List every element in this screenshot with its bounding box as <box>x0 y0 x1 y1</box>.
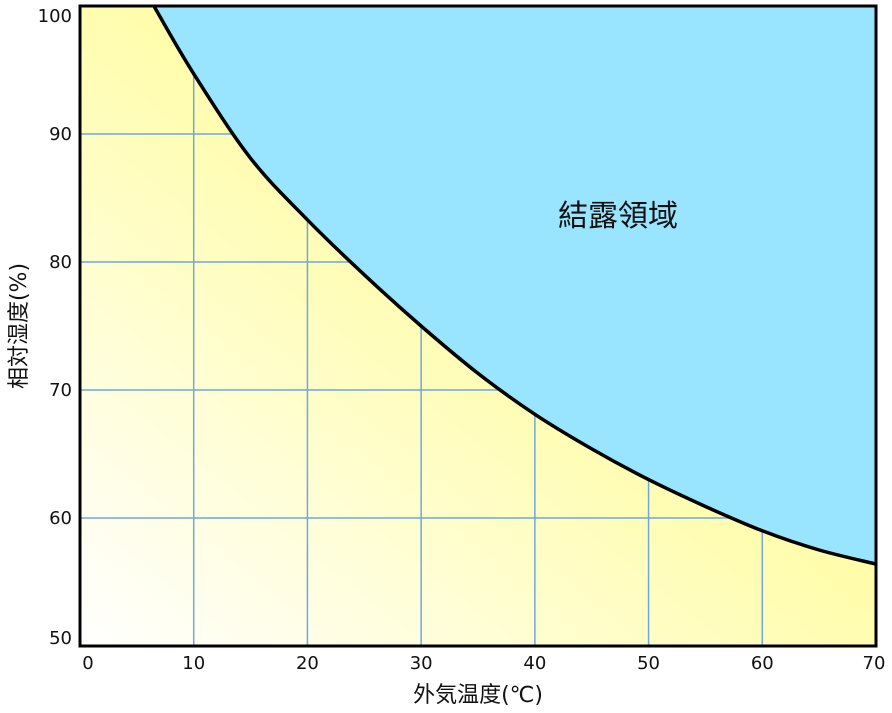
x-axis-title: 外気温度(℃) <box>413 683 543 708</box>
x-tick-label: 0 <box>82 653 93 674</box>
x-tick-label: 20 <box>296 653 319 674</box>
x-tick-label: 70 <box>863 653 886 674</box>
region-label: 結露領域 <box>558 199 678 234</box>
x-tick-label: 30 <box>410 653 433 674</box>
y-tick-label: 100 <box>38 6 72 27</box>
y-tick-label: 50 <box>49 628 72 649</box>
y-tick-labels: 50 60 70 80 90 100 <box>38 6 72 649</box>
y-tick-label: 80 <box>49 252 72 273</box>
x-tick-label: 60 <box>751 653 774 674</box>
plot-frame <box>78 4 878 648</box>
condensation-threshold-curve <box>152 6 876 566</box>
x-tick-labels: 0 10 20 30 40 50 60 70 <box>82 653 885 674</box>
y-axis-title: 相対湿度(%) <box>7 263 32 389</box>
condensation-region <box>153 6 876 565</box>
x-tick-label: 50 <box>637 653 660 674</box>
y-tick-label: 60 <box>49 508 72 529</box>
x-tick-label: 40 <box>523 653 546 674</box>
y-tick-label: 90 <box>49 124 72 145</box>
y-tick-label: 70 <box>49 380 72 401</box>
x-tick-label: 10 <box>182 653 205 674</box>
